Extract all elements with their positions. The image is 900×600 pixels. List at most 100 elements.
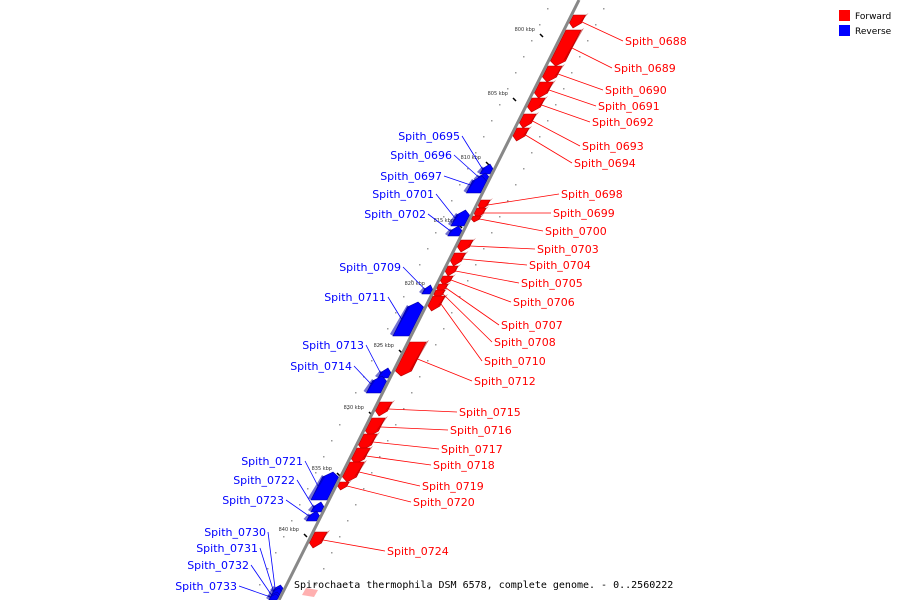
guide-dot	[307, 488, 309, 490]
guide-dot	[355, 504, 357, 506]
gene-label-spith_0702[interactable]: Spith_0702	[364, 208, 426, 221]
gene-label-spith_0696[interactable]: Spith_0696	[390, 149, 452, 162]
gene-label-spith_0703[interactable]: Spith_0703	[537, 243, 599, 256]
guide-dot	[507, 200, 509, 202]
gene-arrow-spith_0705[interactable]	[444, 265, 459, 277]
gene-arrow-spith_0702[interactable]	[447, 225, 463, 237]
guide-dot	[499, 216, 501, 218]
strand-legend: Forward Reverse	[839, 10, 892, 37]
gene-label-spith_0722[interactable]: Spith_0722	[233, 474, 295, 487]
guide-dot	[467, 280, 469, 282]
label-leader-line	[450, 279, 512, 303]
gene-label-spith_0705[interactable]: Spith_0705	[521, 277, 583, 290]
coordinate-tick-label: 825 kbp	[374, 343, 394, 349]
gene-label-spith_0716[interactable]: Spith_0716	[450, 424, 512, 437]
gene-label-spith_0719[interactable]: Spith_0719	[422, 480, 484, 493]
gene-arrow-spith_0706[interactable]	[440, 275, 454, 286]
gene-arrows-layer	[266, 13, 589, 600]
gene-label-spith_0710[interactable]: Spith_0710	[484, 355, 546, 368]
gene-arrow-shading	[369, 432, 380, 445]
gene-arrow-spith_0711[interactable]	[392, 301, 424, 337]
gene-arrow-spith_0697[interactable]	[466, 175, 487, 194]
gene-label-spith_0704[interactable]: Spith_0704	[529, 259, 591, 272]
guide-dot	[315, 472, 317, 474]
gene-label-spith_0691[interactable]: Spith_0691	[598, 100, 660, 113]
gene-label-spith_0712[interactable]: Spith_0712	[474, 375, 536, 388]
gene-arrow-spith_0733[interactable]	[268, 593, 279, 600]
gene-arrow-spith_0701[interactable]	[450, 209, 470, 227]
gene-label-spith_0694[interactable]: Spith_0694	[574, 157, 636, 170]
gene-arrow-spith_0689[interactable]	[550, 29, 582, 67]
gene-label-spith_0698[interactable]: Spith_0698	[561, 188, 623, 201]
gene-label-spith_0715[interactable]: Spith_0715	[459, 406, 521, 419]
gene-label-spith_0732[interactable]: Spith_0732	[187, 559, 249, 572]
coordinate-tick-label: 815 kbp	[434, 218, 454, 224]
guide-dot	[347, 520, 349, 522]
gene-label-spith_0717[interactable]: Spith_0717	[441, 443, 503, 456]
gene-arrow-spith_0691[interactable]	[534, 81, 554, 99]
gene-label-spith_0707[interactable]: Spith_0707	[501, 319, 563, 332]
gene-label-spith_0724[interactable]: Spith_0724	[387, 545, 449, 558]
gene-arrow-spith_0690[interactable]	[542, 65, 563, 83]
guide-dot	[603, 8, 605, 10]
gene-label-spith_0700[interactable]: Spith_0700	[545, 225, 607, 238]
gene-label-spith_0708[interactable]: Spith_0708	[494, 336, 556, 349]
gene-arrow-shading	[444, 282, 451, 289]
gene-arrow-spith_0715[interactable]	[375, 401, 393, 417]
gene-arrow-shading	[478, 214, 484, 220]
gene-label-spith_0723[interactable]: Spith_0723	[222, 494, 284, 507]
gene-arrow-spith_0692[interactable]	[527, 97, 546, 113]
guide-dot	[483, 136, 485, 138]
gene-arrow-spith_0716[interactable]	[365, 417, 386, 437]
gene-arrow-spith_0721[interactable]	[310, 471, 339, 501]
gene-label-spith_0699[interactable]: Spith_0699	[553, 207, 615, 220]
gene-label-spith_0688[interactable]: Spith_0688	[625, 35, 687, 48]
gene-arrow-spith_0688[interactable]	[569, 14, 586, 29]
gene-arrow-spith_0693[interactable]	[519, 113, 537, 129]
gene-label-spith_0693[interactable]: Spith_0693	[582, 140, 644, 153]
gene-arrow-spith_0724[interactable]	[309, 531, 328, 549]
guide-dot	[299, 504, 301, 506]
gene-arrow-shading	[453, 264, 461, 272]
gene-arrow-spith_0704[interactable]	[450, 252, 466, 267]
gene-label-spith_0711[interactable]: Spith_0711	[324, 291, 386, 304]
gene-label-spith_0709[interactable]: Spith_0709	[339, 261, 401, 274]
gene-arrow-spith_0710[interactable]	[427, 295, 446, 312]
gene-label-spith_0706[interactable]: Spith_0706	[513, 296, 575, 309]
forward-legend-swatch	[839, 10, 850, 21]
gene-label-spith_0721[interactable]: Spith_0721	[241, 455, 303, 468]
gene-arrow-spith_0709[interactable]	[421, 284, 433, 295]
gene-label-spith_0690[interactable]: Spith_0690	[605, 84, 667, 97]
gene-arrow-spith_0723[interactable]	[306, 510, 320, 522]
gene-label-spith_0730[interactable]: Spith_0730	[204, 526, 266, 539]
guide-dot	[459, 184, 461, 186]
label-leader-line	[443, 175, 471, 186]
gene-label-spith_0692[interactable]: Spith_0692	[592, 116, 654, 129]
gene-label-spith_0701[interactable]: Spith_0701	[372, 188, 434, 201]
gene-arrow-spith_0718[interactable]	[351, 447, 371, 465]
gene-arrow-spith_0694[interactable]	[512, 127, 530, 142]
gene-label-spith_0714[interactable]: Spith_0714	[290, 360, 352, 373]
gene-arrow-spith_0720[interactable]	[337, 481, 350, 491]
gene-label-spith_0720[interactable]: Spith_0720	[413, 496, 475, 509]
gene-arrow-spith_0703[interactable]	[457, 239, 474, 253]
gene-label-spith_0718[interactable]: Spith_0718	[433, 459, 495, 472]
label-leader-line	[353, 365, 372, 385]
guide-dot	[419, 376, 421, 378]
gene-label-spith_0695[interactable]: Spith_0695	[398, 130, 460, 143]
gene-arrow-spith_0700[interactable]	[471, 215, 482, 223]
gene-label-spith_0697[interactable]: Spith_0697	[380, 170, 442, 183]
guide-dot	[363, 488, 365, 490]
gene-arrow-spith_0714[interactable]	[366, 375, 387, 394]
gene-label-spith_0689[interactable]: Spith_0689	[614, 62, 676, 75]
gene-arrow-shading	[477, 166, 485, 174]
gene-label-spith_0731[interactable]: Spith_0731	[196, 542, 258, 555]
gene-label-spith_0713[interactable]: Spith_0713	[302, 339, 364, 352]
gene-arrow-spith_0717[interactable]	[358, 433, 378, 451]
label-leader-line	[435, 193, 456, 219]
gene-label-spith_0733[interactable]: Spith_0733	[175, 580, 237, 593]
gene-arrow-spith_0712[interactable]	[395, 341, 427, 377]
gene-arrow-spith_0719[interactable]	[342, 461, 365, 483]
gene-arrow-shading	[529, 112, 539, 123]
gene-arrow-shading	[362, 446, 373, 459]
